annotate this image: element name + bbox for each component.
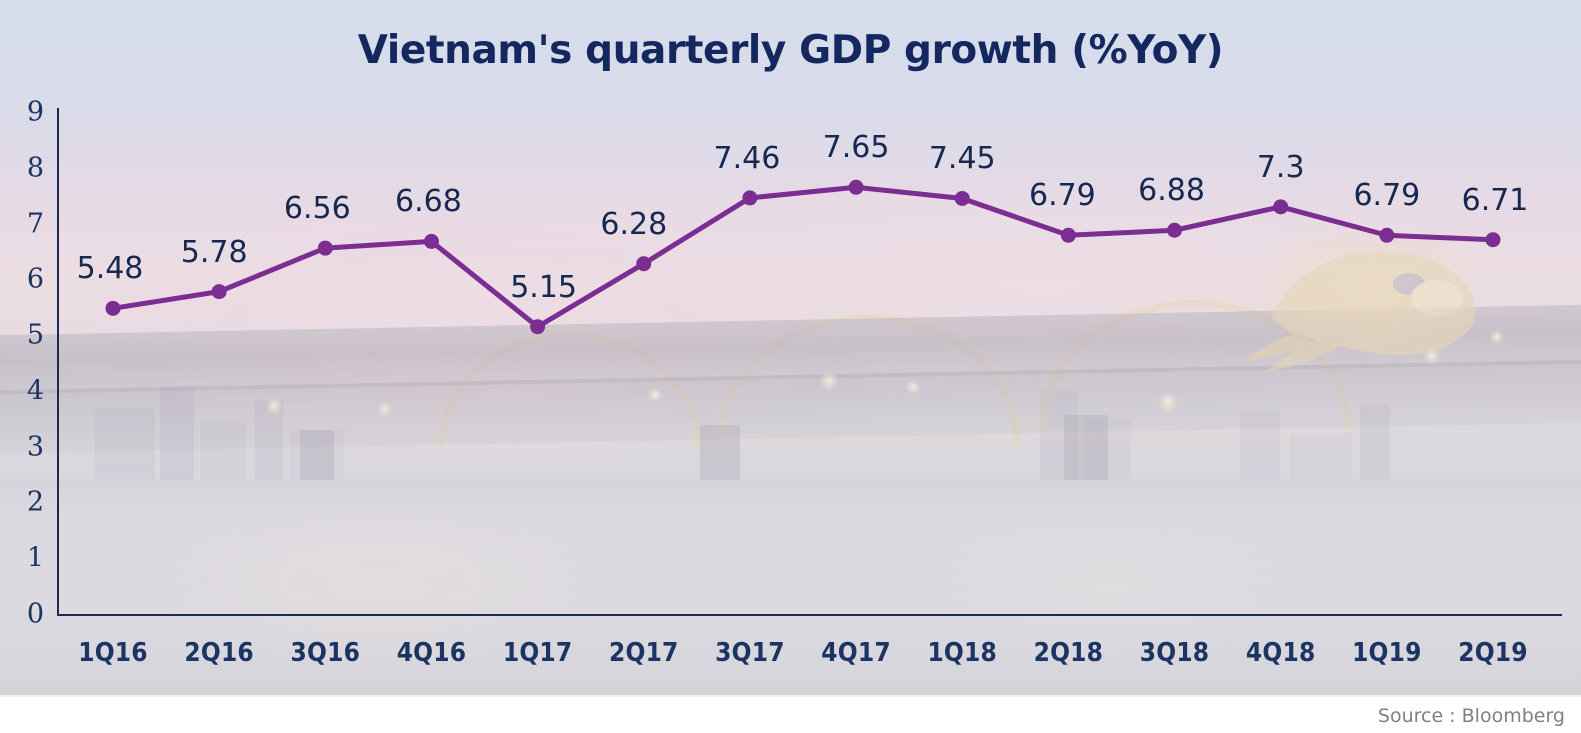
- value-label-4q16: 6.68: [395, 184, 462, 220]
- data-point-1q18: [954, 190, 970, 206]
- x-axis-tick-1q19: 1Q19: [1352, 638, 1422, 668]
- y-axis-tick-8: 8: [26, 152, 44, 184]
- y-axis-tick-4: 4: [26, 375, 44, 407]
- x-axis-tick-2q18: 2Q18: [1033, 638, 1104, 668]
- data-point-2q17: [636, 256, 652, 272]
- data-point-2q18: [1060, 227, 1076, 243]
- value-label-2q19: 6.71: [1461, 182, 1529, 218]
- data-point-3q16: [317, 240, 333, 256]
- data-point-3q18: [1167, 222, 1183, 238]
- value-label-4q17: 7.65: [822, 130, 890, 166]
- x-axis-line: [57, 614, 1562, 616]
- x-axis-tick-4q18: 4Q18: [1245, 638, 1316, 668]
- source-attribution: Source : Bloomberg: [1377, 705, 1565, 727]
- x-axis-tick-1q16: 1Q16: [78, 638, 148, 668]
- background-photo: [0, 0, 1581, 695]
- y-axis-tick-9: 9: [26, 96, 44, 128]
- y-axis-tick-5: 5: [26, 319, 44, 351]
- y-axis-tick-6: 6: [26, 263, 44, 295]
- data-point-4q17: [848, 179, 864, 195]
- data-point-1q16: [105, 300, 121, 316]
- y-axis-tick-3: 3: [26, 431, 44, 463]
- x-axis-tick-4q16: 4Q16: [396, 638, 467, 668]
- data-point-2q19: [1485, 232, 1501, 248]
- value-label-1q16: 5.48: [76, 251, 144, 287]
- x-axis-tick-4q17: 4Q17: [821, 638, 891, 668]
- x-axis-tick-2q16: 2Q16: [184, 638, 254, 668]
- x-axis-tick-1q17: 1Q17: [502, 638, 573, 668]
- value-label-4q18: 7.3: [1256, 149, 1305, 185]
- data-point-4q16: [423, 233, 439, 249]
- chart-panel: Vietnam's quarterly GDP growth (%YoY) 9 8…: [0, 0, 1581, 695]
- data-point-3q17: [742, 190, 758, 206]
- x-axis-tick-1q18: 1Q18: [927, 638, 997, 668]
- value-label-1q17: 5.15: [510, 269, 578, 305]
- y-axis-tick-1: 1: [26, 542, 44, 574]
- photo-fade-overlay: [0, 0, 1581, 695]
- y-axis-tick-0: 0: [26, 598, 44, 630]
- value-label-1q18: 7.45: [928, 141, 996, 177]
- y-axis-tick-2: 2: [26, 486, 44, 518]
- data-point-1q17: [530, 319, 546, 335]
- x-axis-tick-3q18: 3Q18: [1139, 638, 1210, 668]
- y-axis-line: [57, 108, 59, 616]
- data-point-1q19: [1379, 227, 1395, 243]
- series-graphic: [105, 179, 1501, 335]
- chart-title: Vietnam's quarterly GDP growth (%YoY): [357, 28, 1224, 73]
- data-point-2q16: [211, 284, 227, 300]
- x-axis-tick-2q19: 2Q19: [1458, 638, 1528, 668]
- value-label-2q17: 6.28: [600, 206, 668, 242]
- plot-area: 9 8 7 6 5 4 3 2 1 0 1Q16 2Q16 3Q16 4Q16 1Q17 2Q17 3Q17 4…: [26, 96, 1562, 668]
- footer-bar: Source : Bloomberg: [0, 695, 1581, 733]
- y-axis-tick-7: 7: [26, 208, 44, 240]
- value-label-1q19: 6.79: [1353, 178, 1421, 214]
- series-line: [110, 184, 1496, 330]
- series-markers: [105, 179, 1501, 335]
- value-label-3q17: 7.46: [713, 140, 781, 176]
- value-label-3q16: 6.56: [283, 191, 351, 227]
- x-axis-tick-2q17: 2Q17: [609, 638, 679, 668]
- data-point-4q18: [1273, 199, 1289, 215]
- x-axis-tick-3q17: 3Q17: [715, 638, 785, 668]
- value-label-3q18: 6.88: [1138, 173, 1205, 209]
- value-label-2q16: 5.78: [180, 234, 248, 270]
- value-label-2q18: 6.79: [1028, 178, 1096, 214]
- x-axis-tick-3q16: 3Q16: [290, 638, 361, 668]
